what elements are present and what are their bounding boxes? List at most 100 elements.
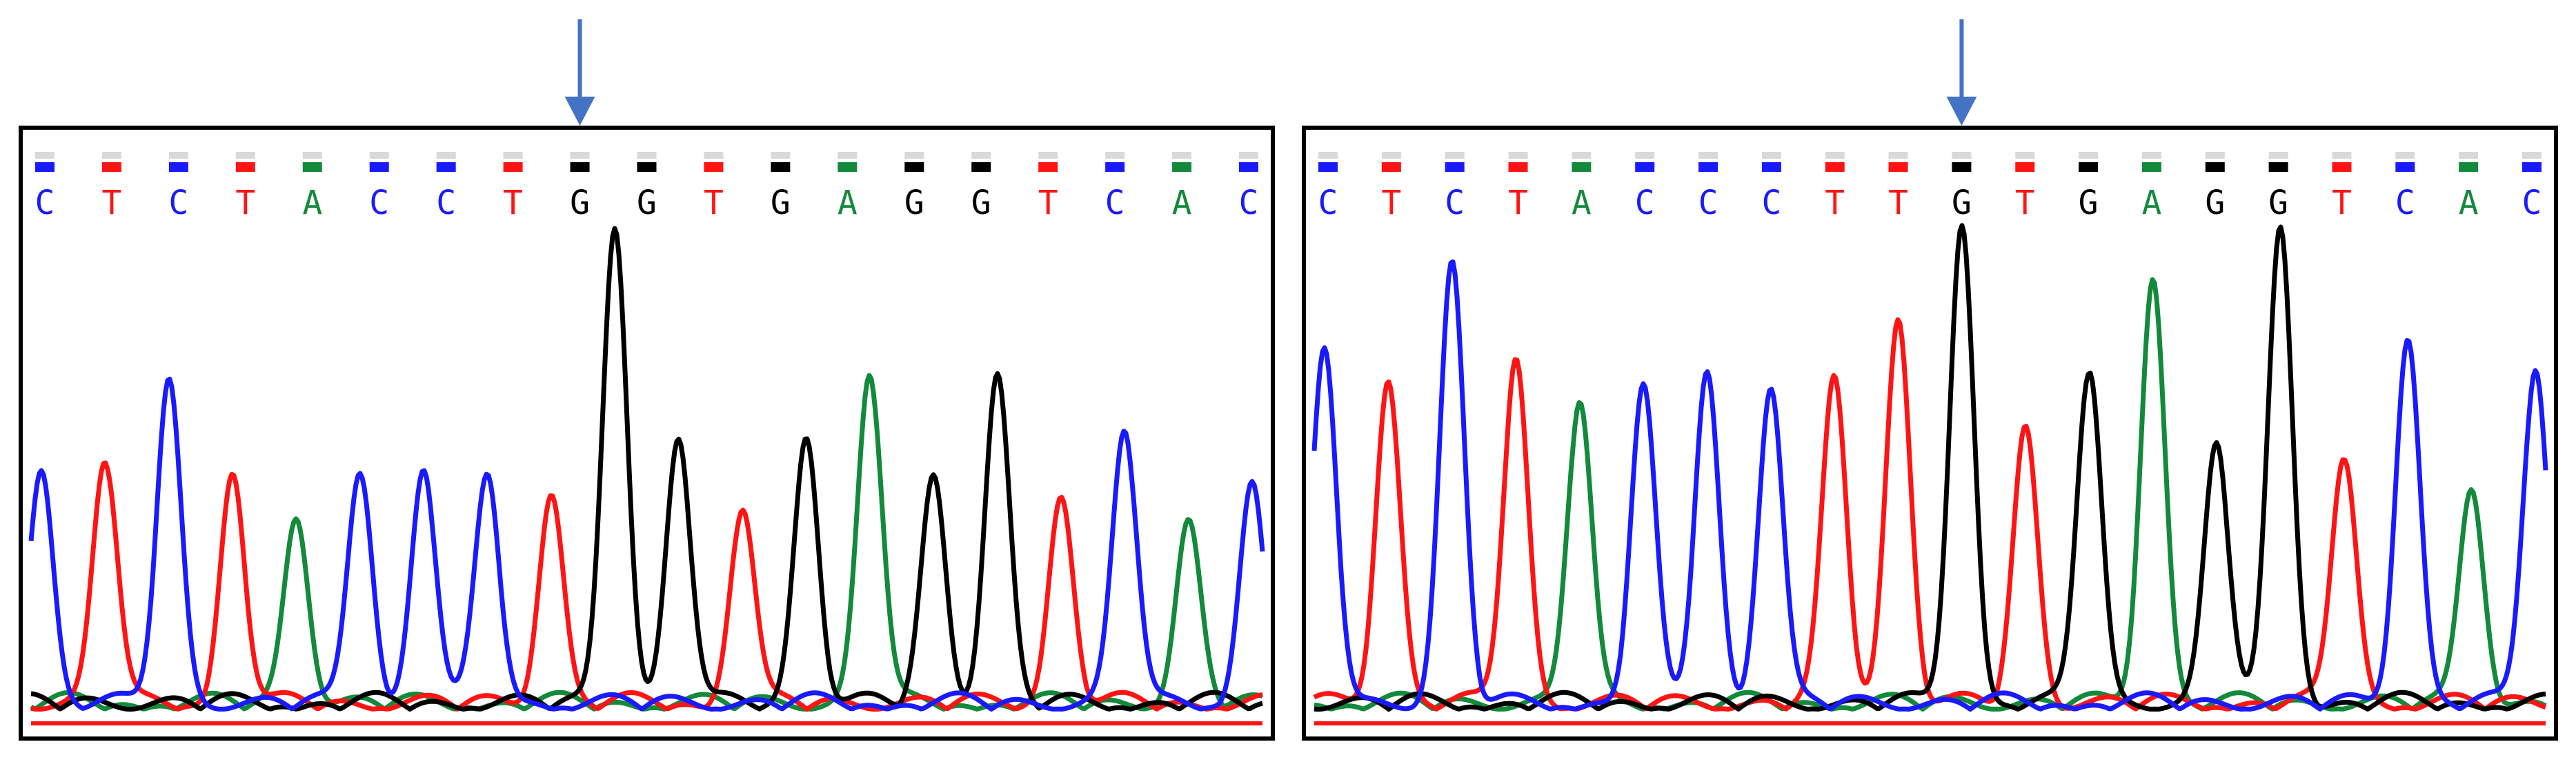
quality-bar [838, 162, 858, 172]
base-call-17: C [2395, 184, 2415, 222]
base-call-2: C [168, 184, 188, 222]
quality-bar-bg [1038, 152, 1058, 159]
quality-bar [1761, 162, 1781, 172]
quality-bar-bg [771, 152, 791, 159]
base-call-15: G [2268, 184, 2288, 222]
base-call-9: T [1888, 184, 1908, 222]
quality-bar [2395, 162, 2415, 172]
quality-bar-bg [704, 152, 724, 159]
quality-bar-bg [2141, 152, 2161, 159]
quality-bar-bg [1381, 152, 1401, 159]
quality-bar [436, 162, 456, 172]
base-call-13: A [2141, 184, 2161, 222]
quality-bar-bg [1172, 152, 1192, 159]
quality-bar [168, 162, 188, 172]
quality-bar-bg [2522, 152, 2542, 159]
base-call-7: C [1761, 184, 1781, 222]
panel-frame [1302, 126, 2558, 741]
quality-bar-bg [1761, 152, 1781, 159]
quality-bar [1318, 162, 1338, 172]
base-call-10: T [704, 184, 724, 222]
quality-bar-bg [2332, 152, 2352, 159]
base-call-8: T [1825, 184, 1845, 222]
quality-bar [35, 162, 55, 172]
base-call-5: C [1635, 184, 1655, 222]
base-call-14: G [971, 184, 991, 222]
quality-bar [1038, 162, 1058, 172]
quality-bar-bg [436, 152, 456, 159]
quality-bar [235, 162, 255, 172]
quality-bar [2522, 162, 2542, 172]
base-call-12: A [838, 184, 858, 222]
base-call-17: A [1172, 184, 1192, 222]
quality-bar-bg [35, 152, 55, 159]
base-call-16: C [1105, 184, 1125, 222]
base-call-7: T [503, 184, 523, 222]
quality-bar-bg [1698, 152, 1718, 159]
quality-bar-bg [637, 152, 657, 159]
quality-bar [1698, 162, 1718, 172]
quality-bar [1508, 162, 1528, 172]
base-call-14: G [2205, 184, 2225, 222]
base-call-12: G [2079, 184, 2099, 222]
base-call-16: T [2332, 184, 2352, 222]
base-call-0: C [1318, 184, 1338, 222]
quality-bar-bg [904, 152, 924, 159]
base-call-1: T [101, 184, 121, 222]
base-call-3: T [1508, 184, 1528, 222]
panel-frame [19, 126, 1275, 741]
trace-C [1311, 259, 2548, 712]
quality-bar [771, 162, 791, 172]
base-call-4: A [302, 184, 322, 222]
quality-bar [2205, 162, 2225, 172]
base-call-6: C [436, 184, 456, 222]
quality-bar [2015, 162, 2035, 172]
base-call-13: G [904, 184, 924, 222]
quality-bar-bg [1825, 152, 1845, 159]
base-call-3: T [235, 184, 255, 222]
quality-bar-bg [2205, 152, 2225, 159]
base-call-0: C [35, 184, 55, 222]
quality-bar-bg [2079, 152, 2099, 159]
quality-bar-bg [570, 152, 590, 159]
quality-bar [1381, 162, 1401, 172]
quality-bar [1635, 162, 1655, 172]
quality-bar [1952, 162, 1972, 172]
quality-bar [1572, 162, 1592, 172]
quality-bar-bg [1635, 152, 1655, 159]
base-call-2: C [1445, 184, 1465, 222]
quality-bar [570, 162, 590, 172]
quality-bar-bg [1888, 152, 1908, 159]
base-call-6: C [1698, 184, 1718, 222]
base-call-8: G [570, 184, 590, 222]
base-call-18: C [1239, 184, 1259, 222]
quality-bar [2332, 162, 2352, 172]
quality-bar [101, 162, 121, 172]
base-call-10: G [1952, 184, 1972, 222]
quality-bar-bg [971, 152, 991, 159]
quality-bar-bg [101, 152, 121, 159]
quality-bar [2268, 162, 2288, 172]
quality-bar [2459, 162, 2479, 172]
quality-bar [1888, 162, 1908, 172]
trace-G [30, 226, 1263, 712]
base-call-19: C [2522, 184, 2542, 222]
quality-bar-bg [2015, 152, 2035, 159]
quality-bar-bg [503, 152, 523, 159]
quality-bar-bg [168, 152, 188, 159]
quality-bar-bg [1445, 152, 1465, 159]
quality-bar-bg [838, 152, 858, 159]
quality-bar [1445, 162, 1465, 172]
base-call-18: A [2459, 184, 2479, 222]
quality-bar [302, 162, 322, 172]
quality-bar [503, 162, 523, 172]
base-call-1: T [1381, 184, 1401, 222]
quality-bar-bg [1239, 152, 1258, 159]
trace-T [1313, 317, 2547, 712]
quality-bar-bg [2268, 152, 2288, 159]
base-call-11: G [771, 184, 791, 222]
quality-bar [2141, 162, 2161, 172]
quality-bar-bg [1572, 152, 1592, 159]
